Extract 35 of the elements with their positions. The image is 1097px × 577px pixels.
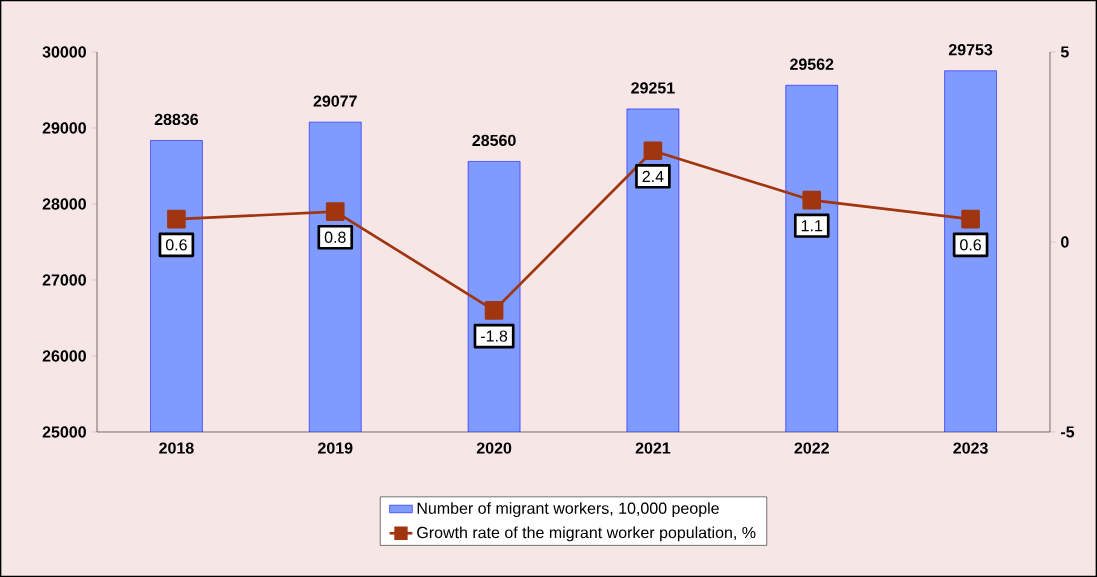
x-tick-label: 2018	[159, 442, 194, 454]
point	[643, 141, 663, 161]
point	[325, 202, 345, 221]
y-tick-label: 26000	[42, 350, 86, 362]
legend-label: Growth rate of the migrant worker population, %	[417, 526, 756, 542]
data-label: 29562	[790, 58, 834, 70]
data-label: -1.8	[481, 330, 508, 342]
y-tick-label: 29000	[42, 122, 86, 134]
point	[802, 190, 822, 210]
point	[961, 209, 980, 229]
data-label: 0.6	[960, 239, 981, 251]
data-label: 29251	[631, 82, 675, 94]
y2-tick-label: -5	[1061, 426, 1075, 438]
y-tick-label: 30000	[42, 46, 86, 58]
point	[484, 301, 504, 320]
y-tick-label: 27000	[42, 274, 86, 286]
data-label: 28560	[472, 134, 516, 147]
y2-tick-label: 0	[1061, 236, 1069, 248]
data-label: 29077	[313, 95, 357, 107]
data-label: 0.6	[165, 239, 187, 251]
x-tick-label: 2019	[318, 442, 353, 454]
point	[167, 209, 186, 229]
y-tick-label: 28000	[42, 198, 86, 210]
data-label: 29753	[948, 44, 993, 56]
data-label: 1.1	[801, 220, 823, 232]
data-label: 0.8	[324, 231, 346, 243]
data-label: 2.4	[642, 170, 664, 182]
x-tick-label: 2021	[635, 442, 671, 454]
x-tick-label: 2022	[794, 442, 829, 454]
data-label: 28836	[154, 113, 199, 126]
x-tick-label: 2020	[476, 442, 512, 454]
y-tick-label: 25000	[42, 426, 86, 438]
y2-tick-label: 5	[1060, 46, 1069, 58]
x-tick-label: 2023	[953, 442, 988, 454]
legend-label: Number of migrant workers, 10,000 people	[417, 502, 719, 518]
